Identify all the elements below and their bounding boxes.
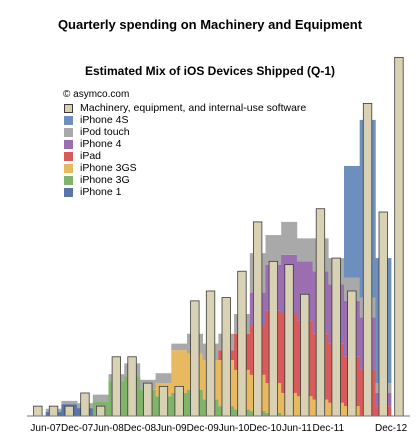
legend-swatch — [64, 103, 73, 113]
machinery-bar-jun-07 — [33, 405, 43, 417]
legend-swatch — [64, 127, 73, 137]
machinery-bar-sep-12 — [362, 103, 373, 417]
machinery-bar-mar-10 — [205, 290, 216, 417]
machinery-bar-dec-07 — [64, 405, 74, 417]
x-tick-label-jun-07: Jun-07 — [30, 423, 61, 434]
stack-segment-ipod-touch-sep-11 — [296, 238, 313, 262]
legend-swatch — [64, 115, 73, 125]
chart-title: Quarterly spending on Machinery and Equi… — [57, 17, 363, 32]
x-tick-label-dec-07: Dec-07 — [61, 423, 94, 434]
legend-item-machinery-equipment-and-internal-use-software: Machinery, equipment, and internal-use s… — [64, 102, 306, 114]
x-tick-label-jun-08: Jun-08 — [93, 423, 124, 434]
legend-item-iphone-4: iPhone 4 — [64, 138, 306, 150]
machinery-bar-mar-09 — [143, 382, 153, 417]
legend-label: Machinery, equipment, and internal-use s… — [80, 102, 307, 114]
machinery-bar-sep-11 — [300, 293, 310, 417]
legend-label: iPhone 1 — [80, 186, 122, 198]
stack-segment-ipod-touch-sep-09 — [171, 343, 188, 351]
legend-label: iPod touch — [80, 126, 130, 138]
x-tick-label-dec-11: Dec-11 — [313, 423, 345, 434]
legend-swatch — [64, 175, 73, 185]
legend-label: iPhone 4S — [80, 114, 129, 126]
legend-item-ipod-touch: iPod touch — [64, 126, 306, 138]
stack-segment-ipod-touch-mar-11 — [265, 235, 282, 265]
stack-segment-iphone-3gs-sep-09 — [171, 350, 188, 393]
machinery-bar-jun-10 — [221, 297, 231, 417]
stack-segment-ipod-touch-jun-08 — [92, 394, 109, 402]
legend-label: iPhone 3GS — [80, 162, 137, 174]
x-tick-label-jun-10: Jun-10 — [219, 423, 250, 434]
stack-segment-ipod-touch-dec-07 — [61, 400, 78, 405]
legend-item-ipad: iPad — [64, 150, 306, 162]
machinery-bar-sep-10 — [237, 270, 247, 417]
legend-item-iphone-1: iPhone 1 — [64, 186, 306, 198]
legend-swatch — [64, 151, 73, 161]
legend-label: iPhone 4 — [80, 138, 122, 150]
machinery-bar-jun-08 — [96, 405, 106, 417]
x-tick-label-dec-09: Dec-09 — [187, 423, 220, 434]
machinery-bar-mar-08 — [80, 392, 90, 417]
legend: Machinery, equipment, and internal-use s… — [64, 102, 306, 198]
machinery-bar-dec-11 — [315, 208, 326, 417]
x-tick-label-jun-09: Jun-09 — [156, 423, 187, 434]
legend-item-iphone-3g: iPhone 3G — [64, 174, 306, 186]
machinery-bar-jun-11 — [284, 264, 294, 417]
machinery-bar-dec-08 — [127, 356, 137, 417]
x-axis-ticks: Jun-07 Dec-07 Jun-08 Dec-08 Jun-09 Dec-09 Jun-… — [30, 423, 407, 434]
machinery-bar-sep-09 — [174, 385, 184, 417]
machinery-bar-jun-09 — [158, 385, 169, 417]
legend-swatch — [64, 139, 73, 149]
machinery-bar-mar-12 — [331, 257, 341, 417]
chart-subtitle: Estimated Mix of iOS Devices Shipped (Q-… — [84, 64, 336, 78]
x-tick-label-dec-08: Dec-08 — [124, 423, 157, 434]
machinery-bar-mar-11 — [268, 260, 279, 417]
machinery-bar-dec-10 — [252, 221, 263, 417]
legend-label: iPad — [80, 150, 102, 162]
machinery-bar-jun-12 — [347, 290, 357, 417]
machinery-bar-sep-07 — [48, 405, 59, 417]
x-tick-label-dec-12: Dec-12 — [375, 423, 408, 434]
machinery-bar-dec-09 — [190, 300, 200, 417]
credit-label: © asymco.com — [63, 89, 130, 100]
machinery-bar-dec-12 — [378, 211, 388, 417]
x-tick-label-dec-10: Dec-10 — [249, 423, 282, 434]
legend-label: iPhone 3G — [80, 174, 130, 186]
machinery-bar-sep-08 — [111, 356, 121, 417]
legend-swatch — [64, 163, 73, 173]
x-tick-label-jun-11: Jun-11 — [282, 423, 312, 434]
legend-item-iphone-3gs: iPhone 3GS — [64, 162, 306, 174]
machinery-bar-mar-13 — [394, 56, 404, 417]
stack-segment-iphone-4s-jun-12 — [344, 165, 360, 278]
legend-item-iphone-4s: iPhone 4S — [64, 114, 306, 126]
stack-segment-ipod-touch-jun-11 — [281, 221, 298, 255]
stack-segment-ipod-touch-jun-09 — [155, 373, 172, 384]
legend-swatch — [64, 187, 73, 197]
